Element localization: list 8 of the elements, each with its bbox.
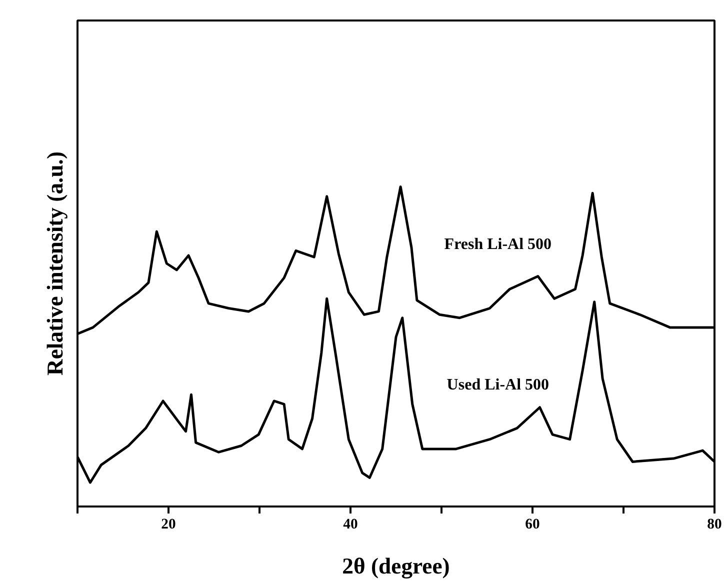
series-label: Fresh Li-Al 500 bbox=[444, 236, 552, 253]
x-tick-label: 40 bbox=[343, 516, 358, 532]
x-tick-label: 60 bbox=[525, 516, 540, 532]
x-axis-title: 2θ (degree) bbox=[342, 554, 450, 578]
y-axis-title: Relative intensity (a.u.) bbox=[42, 151, 68, 376]
x-tick-label: 20 bbox=[161, 516, 176, 532]
series-label: Used Li-Al 500 bbox=[446, 376, 550, 394]
x-tick-label: 80 bbox=[707, 516, 722, 532]
